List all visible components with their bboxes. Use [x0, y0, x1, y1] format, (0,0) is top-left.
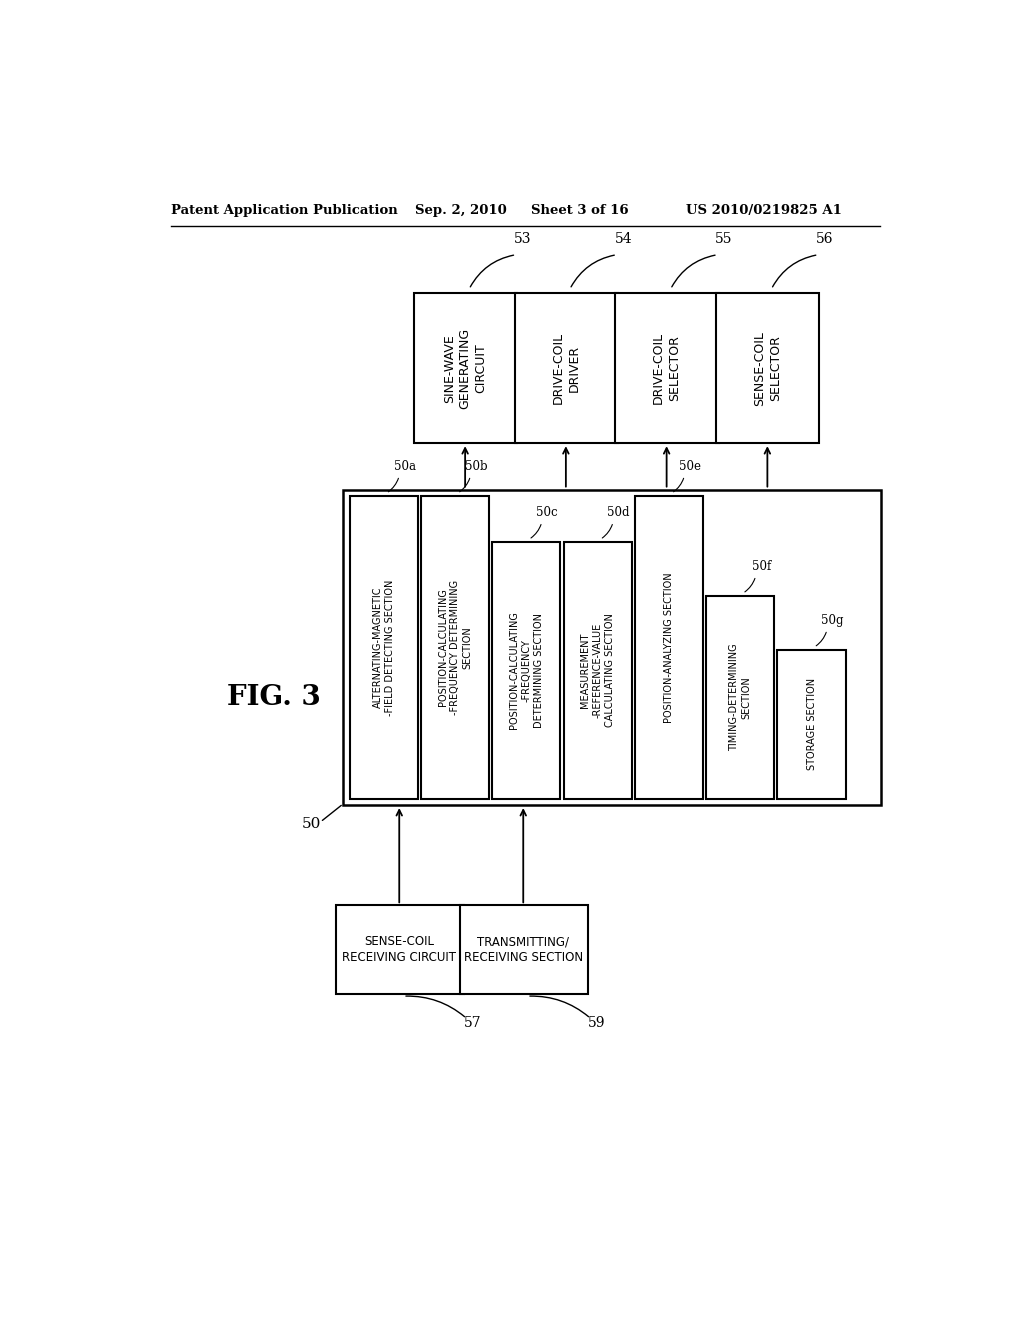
Text: 55: 55 — [715, 232, 733, 247]
Bar — [460, 906, 588, 994]
Text: Sheet 3 of 16: Sheet 3 of 16 — [531, 205, 629, 218]
Bar — [563, 543, 632, 799]
Text: DRIVE-COIL
SELECTOR: DRIVE-COIL SELECTOR — [652, 333, 681, 404]
Text: 50e: 50e — [679, 459, 700, 473]
Text: 53: 53 — [514, 232, 531, 247]
Text: 50b: 50b — [465, 459, 487, 473]
Text: TRANSMITTING/
RECEIVING SECTION: TRANSMITTING/ RECEIVING SECTION — [464, 935, 583, 964]
Text: 50c: 50c — [537, 506, 558, 519]
Text: 50d: 50d — [607, 506, 630, 519]
Text: SENSE-COIL
RECEIVING CIRCUIT: SENSE-COIL RECEIVING CIRCUIT — [342, 935, 457, 964]
Bar — [414, 293, 517, 444]
Text: STORAGE SECTION: STORAGE SECTION — [807, 678, 816, 771]
Text: FIG. 3: FIG. 3 — [227, 684, 321, 711]
Text: 50: 50 — [302, 817, 322, 832]
Bar — [421, 496, 489, 799]
Text: SINE-WAVE
GENERATING
CIRCUIT: SINE-WAVE GENERATING CIRCUIT — [442, 327, 487, 409]
Bar — [777, 649, 846, 799]
Text: 50f: 50f — [752, 560, 771, 573]
Bar — [343, 490, 882, 805]
Bar — [635, 496, 703, 799]
Text: POSITION-ANALYZING SECTION: POSITION-ANALYZING SECTION — [664, 572, 674, 722]
Text: 54: 54 — [614, 232, 632, 247]
Text: POSITION-CALCULATING
-FREQUENCY
DETERMINING SECTION: POSITION-CALCULATING -FREQUENCY DETERMIN… — [509, 611, 544, 730]
Text: 50a: 50a — [393, 459, 416, 473]
Text: Patent Application Publication: Patent Application Publication — [171, 205, 397, 218]
Bar — [716, 293, 819, 444]
Bar — [707, 595, 774, 799]
Bar — [615, 293, 719, 444]
Text: TIMING-DETERMINING
SECTION: TIMING-DETERMINING SECTION — [729, 644, 752, 751]
Text: Sep. 2, 2010: Sep. 2, 2010 — [415, 205, 507, 218]
Bar — [515, 293, 617, 444]
Bar — [493, 543, 560, 799]
Text: 59: 59 — [588, 1016, 605, 1030]
Bar — [349, 496, 418, 799]
Text: SENSE-COIL
SELECTOR: SENSE-COIL SELECTOR — [753, 331, 782, 405]
Text: 50g: 50g — [821, 614, 844, 627]
Bar — [336, 906, 464, 994]
Text: ALTERNATING-MAGNETIC
-FIELD DETECTING SECTION: ALTERNATING-MAGNETIC -FIELD DETECTING SE… — [373, 579, 395, 715]
Text: DRIVE-COIL
DRIVER: DRIVE-COIL DRIVER — [551, 333, 581, 404]
Text: MEASUREMENT
-REFERENCE-VALUE
CALCULATING SECTION: MEASUREMENT -REFERENCE-VALUE CALCULATING… — [581, 614, 615, 727]
Text: POSITION-CALCULATING
-FREQUENCY DETERMINING
SECTION: POSITION-CALCULATING -FREQUENCY DETERMIN… — [437, 579, 472, 715]
Text: 57: 57 — [464, 1016, 481, 1030]
Text: 56: 56 — [816, 232, 834, 247]
Text: US 2010/0219825 A1: US 2010/0219825 A1 — [686, 205, 842, 218]
